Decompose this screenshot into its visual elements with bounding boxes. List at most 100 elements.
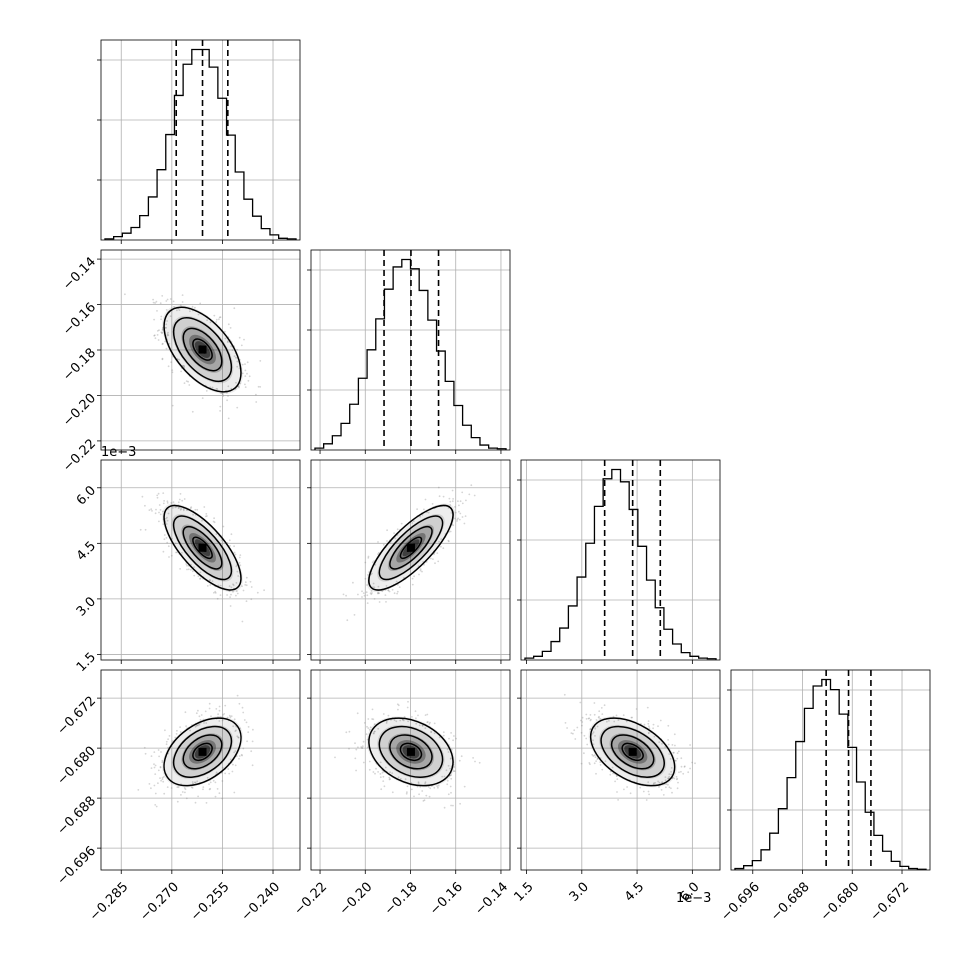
panel-hist-0 xyxy=(101,40,300,240)
scatter-point xyxy=(457,517,459,520)
scatter-point xyxy=(209,579,211,582)
scatter-point xyxy=(393,592,396,595)
scatter-point xyxy=(206,776,209,779)
contour-1 xyxy=(610,734,655,770)
scatter-point xyxy=(677,781,679,784)
scatter-point xyxy=(161,357,164,360)
scatter-point xyxy=(361,745,364,748)
y-tick-label-1-1: −0.20 xyxy=(60,391,99,430)
axis-ticks: −0.285 −0.270 −0.255 −0.240 −0.22 −0.20 −0.18−… xyxy=(54,59,912,925)
scatter-point xyxy=(616,778,619,780)
scatter-point xyxy=(653,782,655,785)
scatter-point xyxy=(229,716,232,719)
scatter-point xyxy=(240,344,243,347)
scatter-point xyxy=(601,768,604,771)
scatter-point xyxy=(661,781,664,784)
scatter-point xyxy=(677,750,680,753)
scatter-point xyxy=(181,552,183,554)
scatter-point xyxy=(362,592,365,594)
scatter-point xyxy=(233,551,236,554)
scatter-point xyxy=(611,766,614,769)
scatter-point xyxy=(239,564,242,567)
scatter-point xyxy=(212,520,215,523)
scatter-point xyxy=(191,787,194,789)
scatter-point xyxy=(233,718,236,721)
scatter-point xyxy=(219,316,222,319)
scatter-point xyxy=(156,494,159,497)
scatter-point xyxy=(151,510,153,512)
scatter-point xyxy=(583,734,586,737)
scatter-point xyxy=(646,706,649,709)
scatter-point xyxy=(156,330,159,332)
scatter-point xyxy=(176,309,178,312)
scatter-point xyxy=(436,785,439,788)
scatter-point xyxy=(185,563,188,565)
hist-0 xyxy=(104,48,297,240)
scatter-point xyxy=(451,500,454,503)
scatter-point xyxy=(595,772,597,775)
scatter-point xyxy=(175,733,178,735)
scatter-point xyxy=(574,738,577,740)
scatter-point xyxy=(589,728,592,731)
scatter-point xyxy=(658,786,660,788)
y-tick-label-1-2: −0.18 xyxy=(60,345,99,384)
scatter-point xyxy=(194,306,196,309)
scatter-point xyxy=(205,513,208,515)
contour-0 xyxy=(192,338,213,361)
scatter-point xyxy=(576,726,579,729)
scatter-point xyxy=(141,495,144,498)
scatter-point xyxy=(164,517,167,520)
scatter-point xyxy=(161,343,164,346)
scatter-point xyxy=(659,719,662,722)
scatter-point xyxy=(245,584,248,587)
scatter-point xyxy=(421,570,423,573)
scatter-point xyxy=(143,746,146,749)
scatter-point xyxy=(124,293,126,296)
scatter-point xyxy=(580,762,583,765)
scatter-point xyxy=(424,781,427,784)
scatter-point xyxy=(427,511,430,514)
scatter-point xyxy=(182,509,185,512)
scatter-point xyxy=(416,508,418,511)
scatter-point xyxy=(245,600,248,603)
scatter-point xyxy=(345,731,348,734)
scatter-point xyxy=(412,520,415,522)
scatter-point xyxy=(183,365,185,368)
scatter-point xyxy=(648,727,651,730)
scatter-point xyxy=(188,384,191,386)
scatter-point xyxy=(178,358,181,361)
scatter-point xyxy=(652,783,655,786)
scatter-point xyxy=(166,541,169,544)
scatter-point xyxy=(228,772,231,775)
scatter-point xyxy=(144,528,147,531)
scatter-point xyxy=(161,358,164,361)
scatter-point xyxy=(648,793,650,796)
scatter-point xyxy=(427,721,429,723)
scatter-point xyxy=(162,523,165,525)
scatter-point xyxy=(642,790,645,793)
scatter-point xyxy=(245,576,248,579)
scatter-point xyxy=(442,731,445,734)
scatter-point xyxy=(224,337,227,340)
x-tick-label-3-1: −0.688 xyxy=(768,880,813,925)
scatter-point xyxy=(153,318,156,321)
scatter-point xyxy=(178,506,180,509)
scatter-point xyxy=(683,766,686,768)
scatter-point xyxy=(603,704,606,707)
scatter-point xyxy=(178,309,181,311)
contour-1 xyxy=(182,327,223,372)
scatter-point xyxy=(427,786,430,788)
scatter-point xyxy=(694,762,696,765)
scatter-point xyxy=(419,568,422,570)
scatter-point xyxy=(259,360,262,362)
scatter-point xyxy=(608,720,610,722)
scatter-point xyxy=(169,298,172,300)
scatter-point xyxy=(198,723,201,726)
scatter-point xyxy=(389,778,391,780)
scatter-point xyxy=(166,334,169,337)
scatter-point xyxy=(592,755,595,757)
scatter-point xyxy=(599,764,602,766)
scatter-point xyxy=(373,730,376,733)
scatter-point xyxy=(461,502,464,505)
scatter-point xyxy=(162,776,165,778)
